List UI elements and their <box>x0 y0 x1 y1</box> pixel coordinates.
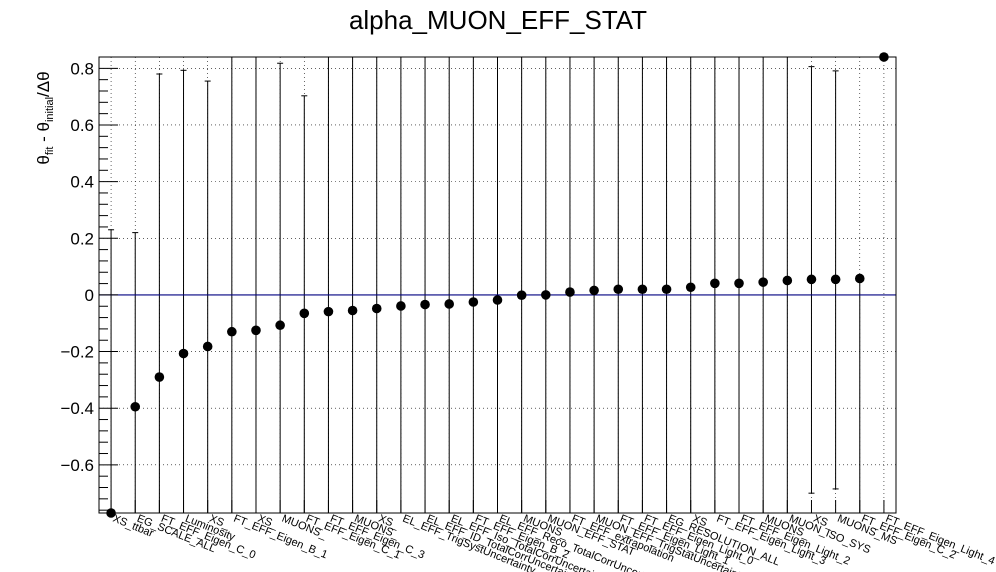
chart-title: alpha_MUON_EFF_STAT <box>349 5 647 35</box>
y-label-theta2: - θ <box>34 122 53 147</box>
data-point <box>130 401 141 412</box>
y-label-theta1: θ <box>34 155 53 164</box>
y-tick-label: 0.2 <box>70 229 94 248</box>
error-bars <box>108 56 887 513</box>
y-label-delta: /Δθ <box>34 71 53 97</box>
y-tick-label: 0.6 <box>70 116 94 135</box>
data-point <box>396 301 406 311</box>
data-point <box>468 297 479 307</box>
y-axis-ticks: −0.6 −0.4 −0.2 0 0.2 0.4 0.6 0.8 <box>60 56 118 511</box>
data-point <box>710 278 720 289</box>
y-tick-label: −0.6 <box>60 456 94 475</box>
data-point <box>661 284 672 295</box>
data-point <box>637 284 648 295</box>
y-tick-label: −0.2 <box>60 343 94 362</box>
data-point <box>854 273 865 284</box>
data-point <box>251 325 261 336</box>
svg-text:θfit - θinitial/Δθ: θfit - θinitial/Δθ <box>34 71 56 164</box>
data-point <box>444 299 454 309</box>
data-point <box>830 274 841 285</box>
data-point <box>492 295 503 305</box>
data-point <box>420 299 430 310</box>
x-category-labels: XS_ttbarEG_SCALE_ALLFT_EFF_Eigen_C_0Lumi… <box>111 513 996 572</box>
data-point <box>516 290 527 300</box>
y-label-sub1: fit <box>44 147 56 156</box>
y-axis-label: θfit - θinitial/Δθ <box>34 71 56 164</box>
data-point <box>685 282 696 293</box>
data-point <box>589 285 599 296</box>
data-point <box>758 277 768 287</box>
data-point <box>275 320 285 331</box>
y-tick-label: −0.4 <box>60 399 94 418</box>
y-tick-label: 0.8 <box>70 59 94 78</box>
data-point <box>202 341 213 352</box>
data-point <box>154 372 165 382</box>
data-point <box>323 306 334 317</box>
y-tick-label: 0.4 <box>70 173 94 192</box>
data-point <box>227 326 237 337</box>
data-point <box>299 308 310 319</box>
data-point <box>541 290 551 300</box>
data-point <box>613 284 624 295</box>
x-axis-ticks <box>110 500 885 513</box>
data-point <box>371 303 382 314</box>
data-point <box>347 305 358 316</box>
data-point <box>178 348 189 359</box>
data-point <box>565 287 575 297</box>
data-point <box>806 274 817 285</box>
y-label-sub2: initial <box>44 97 56 122</box>
data-point <box>734 278 744 289</box>
y-tick-label: 0 <box>85 286 94 305</box>
data-point <box>782 275 793 286</box>
